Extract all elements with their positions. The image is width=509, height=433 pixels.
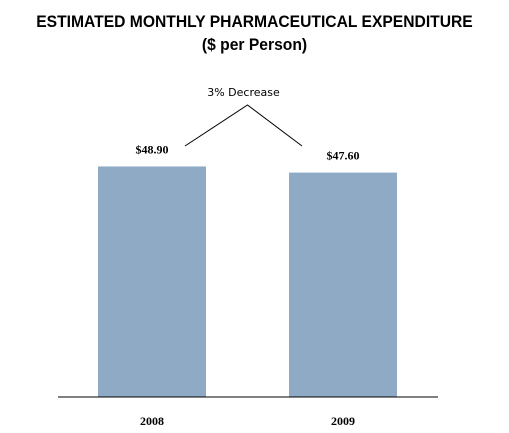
x-tick-label-2008: 2008 <box>140 414 164 428</box>
chart-subtitle: ($ per Person) <box>201 35 308 54</box>
bar-2008 <box>98 166 206 397</box>
value-label-2008: $48.90 <box>136 142 169 156</box>
value-label-2009: $47.60 <box>327 149 360 163</box>
bar-2009 <box>289 172 397 397</box>
bars-group <box>98 166 397 397</box>
labels-group: $48.90 2008 $47.60 2009 <box>136 142 360 428</box>
annotation-text: 3% Decrease <box>207 86 280 99</box>
x-tick-label-2009: 2009 <box>331 414 355 428</box>
chart-title: ESTIMATED MONTHLY PHARMACEUTICAL EXPENDI… <box>36 12 473 31</box>
annotation-bracket <box>184 104 303 147</box>
